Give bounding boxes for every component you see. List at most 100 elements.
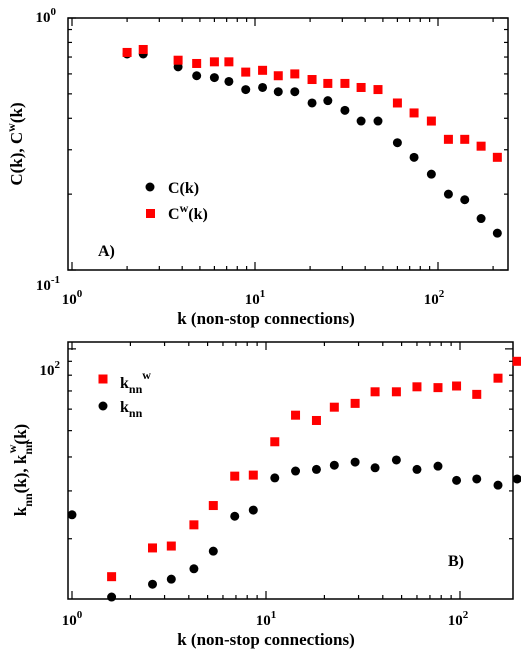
panel-b-xtick-label-1: 100	[62, 609, 83, 629]
data-point-weighted	[241, 67, 251, 77]
data-point-unweighted	[443, 189, 453, 199]
panel-a-ytick-label-bottom: 10-1	[36, 274, 60, 294]
data-point-unweighted	[472, 474, 482, 484]
data-point-weighted	[340, 78, 350, 88]
legend-marker-cwk	[146, 209, 155, 218]
data-point-weighted	[350, 398, 360, 408]
legend-marker-ck	[145, 182, 155, 192]
legend-label-cwk: Cw(k)	[168, 201, 208, 223]
data-point-weighted	[291, 410, 301, 420]
panel-b-plot-frame	[67, 341, 514, 600]
data-point-weighted	[356, 82, 366, 92]
svg-text:101: 101	[256, 609, 277, 629]
data-point-unweighted	[433, 461, 443, 471]
data-point-weighted	[258, 65, 268, 75]
panel-b-xtick-label-2: 101	[256, 609, 277, 629]
data-point-weighted	[409, 108, 419, 118]
data-point-weighted	[426, 116, 436, 126]
data-point-unweighted	[323, 96, 333, 106]
panel-b-axis-ticks	[68, 342, 513, 599]
data-point-weighted	[370, 387, 380, 397]
data-point-unweighted	[492, 228, 502, 238]
panel-b-ytick-label: 102	[40, 359, 61, 379]
data-point-unweighted	[426, 169, 436, 179]
data-point-weighted	[166, 541, 176, 551]
data-point-weighted	[412, 382, 422, 392]
panel-a-ytick-label-top: 100	[36, 6, 57, 26]
data-point-weighted	[270, 437, 280, 447]
data-point-weighted	[323, 78, 333, 88]
panel-a-xtick-label-3: 102	[424, 288, 445, 308]
data-point-unweighted	[476, 214, 486, 224]
legend-label-knn: knn	[120, 399, 143, 420]
data-point-weighted	[290, 69, 300, 79]
data-point-weighted	[512, 356, 521, 366]
data-point-unweighted	[392, 138, 402, 148]
data-point-unweighted	[340, 105, 350, 115]
svg-text:100: 100	[62, 288, 83, 308]
svg-text:10-1: 10-1	[36, 274, 60, 294]
data-point-unweighted	[241, 85, 251, 95]
data-point-unweighted	[189, 564, 199, 574]
data-point-unweighted	[107, 592, 117, 602]
data-point-unweighted	[166, 574, 176, 584]
data-point-weighted	[493, 373, 503, 383]
data-point-unweighted	[209, 73, 219, 83]
data-point-unweighted	[512, 474, 521, 484]
data-point-weighted	[329, 402, 339, 412]
svg-text:102: 102	[40, 359, 61, 379]
data-point-unweighted	[311, 464, 321, 474]
data-point-weighted	[209, 57, 219, 67]
data-point-unweighted	[391, 455, 401, 465]
panel-a-label: A)	[98, 243, 115, 260]
panel-b-y-axis-label: knn(k), knnw(k)	[5, 424, 35, 516]
data-point-unweighted	[148, 579, 158, 589]
data-point-weighted	[122, 47, 132, 57]
panel-b-legend: knnw knn	[98, 368, 151, 420]
svg-text:102: 102	[424, 288, 445, 308]
data-point-weighted	[248, 470, 258, 480]
data-point-unweighted	[350, 457, 360, 467]
data-point-unweighted	[307, 98, 317, 108]
panel-a-data-points	[122, 44, 502, 238]
panel-b-x-axis-label: k (non-stop connections)	[177, 630, 355, 649]
svg-text:100: 100	[62, 609, 83, 629]
data-point-unweighted	[258, 82, 268, 92]
legend-marker-knnw	[98, 374, 108, 384]
data-point-weighted	[391, 387, 401, 397]
panel-a-y-axis-label: C(k), Cw(k)	[4, 102, 26, 185]
data-point-unweighted	[452, 475, 462, 485]
data-point-unweighted	[230, 511, 240, 521]
data-point-weighted	[173, 55, 183, 65]
data-point-weighted	[307, 75, 317, 85]
panel-a-xtick-label-1: 100	[62, 288, 83, 308]
data-point-weighted	[492, 152, 502, 162]
svg-text:102: 102	[448, 609, 469, 629]
data-point-weighted	[148, 543, 158, 553]
data-point-weighted	[433, 383, 443, 393]
data-point-unweighted	[291, 466, 301, 476]
data-point-unweighted	[270, 473, 280, 483]
svg-text:100: 100	[36, 6, 57, 26]
data-point-unweighted	[224, 76, 234, 86]
legend-label-ck: C(k)	[168, 180, 199, 197]
data-point-unweighted	[208, 546, 218, 556]
data-point-unweighted	[290, 87, 300, 97]
panel-b-label: B)	[448, 553, 464, 570]
data-point-unweighted	[460, 195, 470, 205]
panel-a: 100 10-1 100 101 102 k (non-stop connect…	[4, 6, 509, 328]
data-point-weighted	[476, 141, 486, 151]
data-point-weighted	[208, 501, 218, 511]
data-point-weighted	[472, 389, 482, 399]
data-point-weighted	[273, 71, 283, 81]
data-point-unweighted	[370, 463, 380, 473]
panel-b: 102 100 101 102 k (non-stop connections)…	[5, 341, 521, 649]
data-point-unweighted	[493, 480, 503, 490]
data-point-weighted	[224, 57, 234, 67]
data-point-unweighted	[412, 464, 422, 474]
data-point-weighted	[443, 134, 453, 144]
data-point-unweighted	[329, 460, 339, 470]
panel-a-x-axis-label: k (non-stop connections)	[177, 309, 355, 328]
data-point-unweighted	[356, 116, 366, 126]
